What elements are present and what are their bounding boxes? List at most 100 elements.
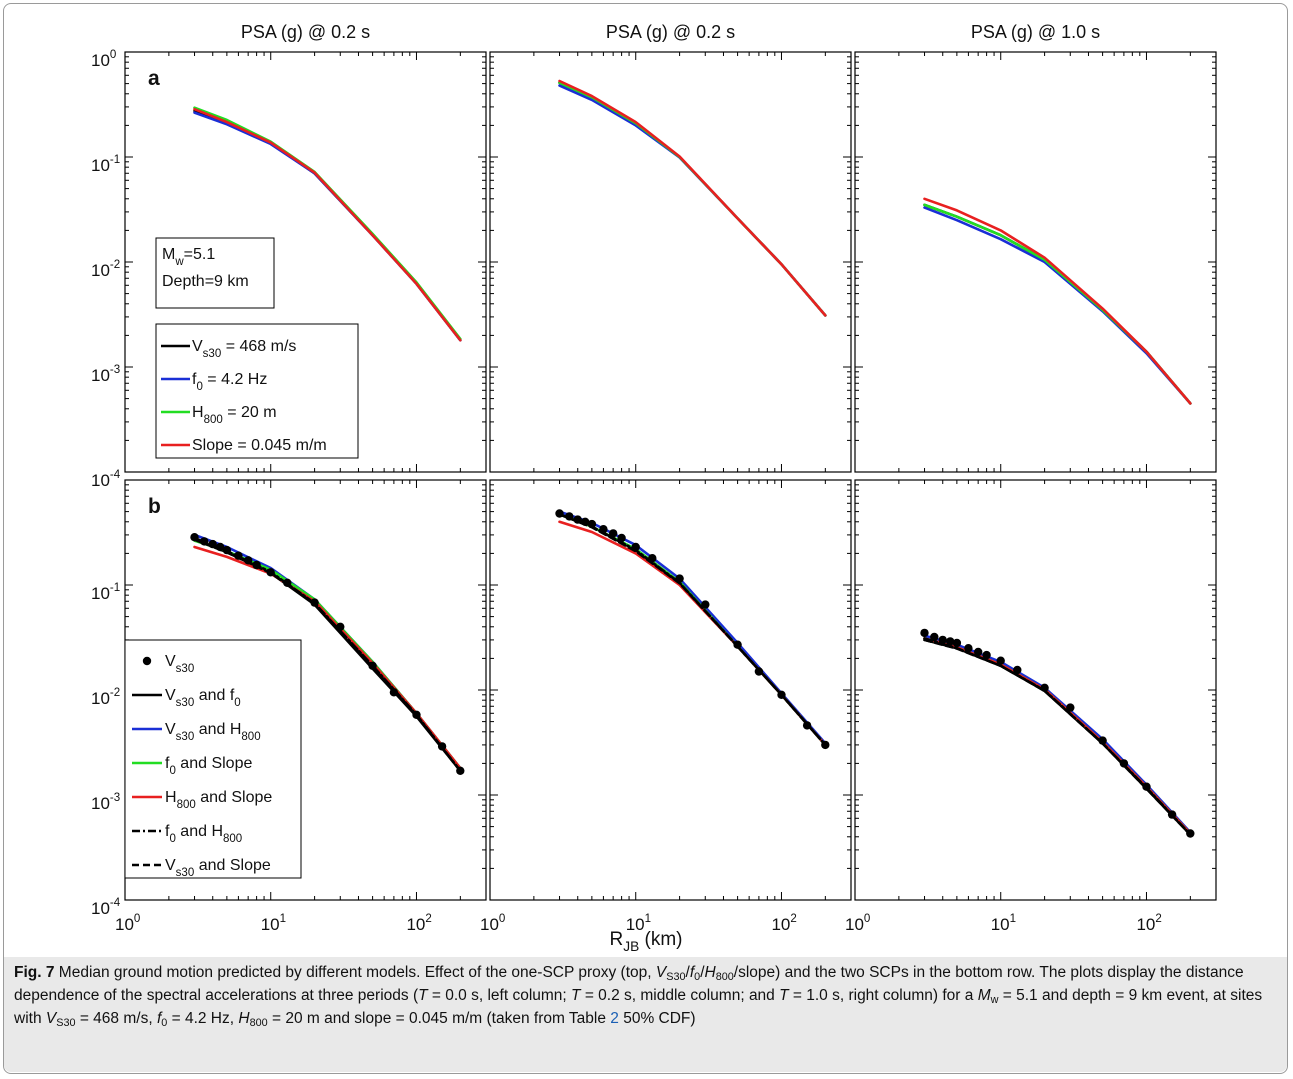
series-point [252,560,261,570]
series-point [222,545,232,555]
series-point [266,568,275,577]
panel-frame [489,51,852,473]
series-group [558,79,827,317]
series-point [777,690,786,699]
series-point [1167,810,1177,819]
caption-label: Fig. 7 [14,964,55,981]
series-point [648,554,657,563]
panel [854,51,1217,473]
legend-bottom-label: Vs30 [165,653,194,675]
caption-text: 800 [249,1017,268,1029]
series-point [1040,683,1049,692]
series-point [216,542,225,552]
caption-text: 0 [694,971,701,983]
series-point [946,637,955,646]
table-reference-link[interactable]: 2 [610,1010,619,1027]
caption-text: f [689,964,695,981]
panel [854,479,1217,901]
series-line [558,84,827,317]
legend-bottom-label: f0 and H800 [165,823,242,845]
series-point [310,598,319,607]
y-tick-label: 10-3 [91,364,120,385]
series-line [558,510,827,745]
series-point [1066,703,1075,712]
legend-top-label: Vs30 = 468 m/s [192,338,296,360]
panel-label: a [148,67,160,90]
caption-text: S30 [56,1017,76,1029]
series-point [389,688,399,697]
event-depth: Depth=9 km [162,273,249,290]
y-tick-label: 10-1 [91,154,120,175]
series-line [923,203,1192,405]
y-tick-label: 10-1 [91,582,120,603]
caption-text: = 468 m/s, [75,1010,157,1027]
series-line [923,206,1192,405]
series-point [609,529,618,538]
panel-frame [854,51,1217,473]
figure-chart: PSA (g) @ 0.2 s PSA (g) @ 0.2 s PSA (g) @ … [91,22,1217,954]
series-line [558,81,827,317]
series-point [336,622,345,631]
series-point [802,721,812,730]
y-tick-label: 10-4 [91,469,121,490]
caption-text: T [571,987,581,1004]
series-point [952,638,962,648]
caption-text: H [704,964,716,981]
legend-top-label: H800 = 20 m [192,404,277,426]
caption-text: = 20 m and slope = 0.045 m/m (taken from… [267,1010,611,1027]
y-tick-label: 100 [91,49,116,70]
legend-bottom-label: H800 and Slope [165,789,272,811]
series-line [923,637,1192,836]
panel [489,479,852,901]
x-tick-label: 102 [771,913,796,934]
series-point [1186,829,1195,838]
series-group [190,533,465,775]
caption-text: T [418,987,428,1004]
column-title: PSA (g) @ 0.2 s [606,22,735,42]
series-point [1142,782,1151,791]
series-point [701,600,710,609]
series-point [244,556,253,565]
series-point [200,537,209,546]
series-point [283,578,292,587]
caption-text: = 5.1 and depth = 9 km event, at sites w… [14,987,1263,1027]
caption-text: 800 [715,971,734,983]
series-point [190,533,199,542]
x-tick-label: 102 [1136,913,1161,934]
series-line [558,513,827,747]
series-line [923,197,1192,405]
series-line [558,513,827,747]
legend-bottom-swatch [142,656,152,666]
series-point [938,635,947,645]
caption-text: M [977,987,991,1004]
column-title: PSA (g) @ 1.0 s [971,22,1100,42]
series-point [733,640,742,649]
caption-text: / [685,964,690,981]
series-point [368,661,377,670]
series-line [923,637,1192,835]
series-point [821,740,830,750]
caption-text: V [45,1010,57,1027]
series-point [456,766,465,775]
series-point [675,574,684,583]
x-tick-label: 100 [480,913,505,934]
series-line [558,512,827,747]
caption-text: V [655,964,667,981]
series-point [982,650,991,660]
x-tick-label: 101 [991,913,1016,934]
series-group [555,509,830,750]
panel [489,51,852,473]
series-line [923,634,1192,834]
figure-caption: Fig. 7 Median ground motion predicted by… [14,961,1282,1030]
series-line [558,513,827,747]
series-point [1013,665,1022,675]
legend-bottom-label: Vs30 and f0 [165,687,241,709]
series-point [996,656,1005,665]
legend-bottom-label: f0 and Slope [165,755,252,777]
series-point [208,539,217,549]
column-title: PSA (g) @ 0.2 s [241,22,370,42]
y-tick-label: 10-2 [91,687,120,708]
series-group [920,628,1195,838]
series-point [920,628,929,638]
x-tick-label: 100 [845,913,870,934]
